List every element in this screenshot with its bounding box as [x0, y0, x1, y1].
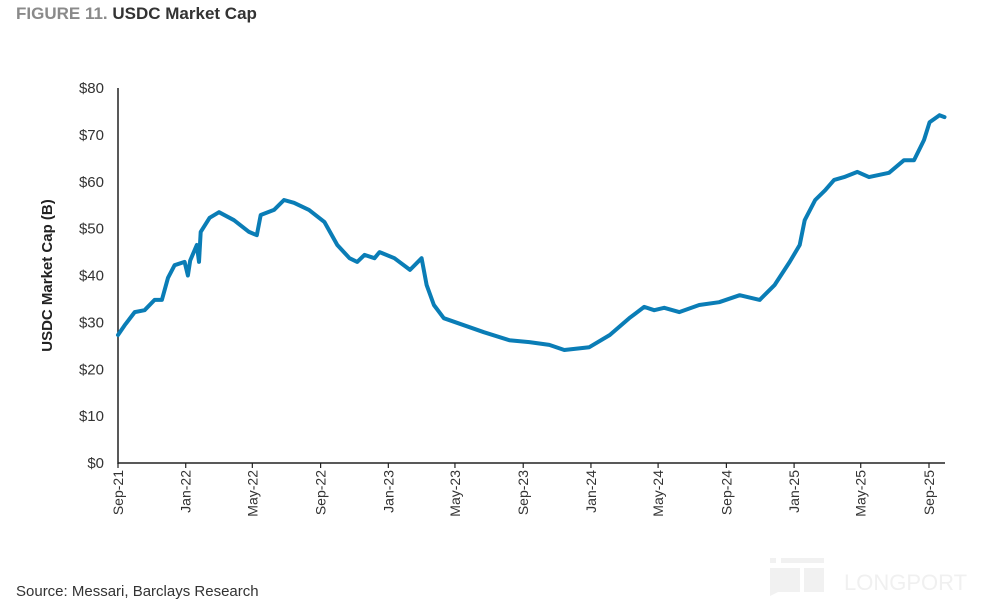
- y-tick-label: $30: [79, 314, 104, 331]
- longport-watermark-logo: LONGPORT: [770, 558, 967, 596]
- y-tick-label: $50: [79, 221, 104, 238]
- x-tick-label: Sep-22: [313, 470, 329, 515]
- x-tick-label: Jan-22: [178, 470, 194, 513]
- x-tick-label: Sep-24: [718, 470, 734, 515]
- y-axis-label: USDC Market Cap (B): [39, 199, 56, 352]
- y-tick-label: $40: [79, 268, 104, 285]
- x-tick-label: May-24: [650, 470, 666, 517]
- x-tick-label: Sep-23: [515, 470, 531, 515]
- x-tick-label: Sep-21: [110, 470, 126, 515]
- title-text: USDC Market Cap: [112, 4, 257, 23]
- x-tick-label: May-22: [244, 470, 260, 517]
- x-tick-label: Jan-25: [786, 470, 802, 513]
- figure-label: FIGURE 11.: [16, 4, 108, 23]
- usdc-market-cap-line: [116, 113, 947, 352]
- svg-text:LONGPORT: LONGPORT: [844, 570, 967, 595]
- y-tick-label: $10: [79, 408, 104, 425]
- x-tick-label: May-25: [853, 470, 869, 517]
- y-tick-label: $80: [79, 80, 104, 97]
- chart-title: FIGURE 11. USDC Market Cap: [16, 4, 257, 24]
- source-note: Source: Messari, Barclays Research: [16, 583, 259, 600]
- y-tick-label: $70: [79, 127, 104, 144]
- x-tick-label: May-23: [447, 470, 463, 517]
- x-tick-label: Jan-24: [583, 470, 599, 513]
- y-tick-label: $60: [79, 174, 104, 191]
- y-tick-label: $20: [79, 361, 104, 378]
- x-tick-label: Sep-25: [921, 470, 937, 515]
- x-tick-label: Jan-23: [380, 470, 396, 513]
- y-tick-label: $0: [87, 455, 104, 472]
